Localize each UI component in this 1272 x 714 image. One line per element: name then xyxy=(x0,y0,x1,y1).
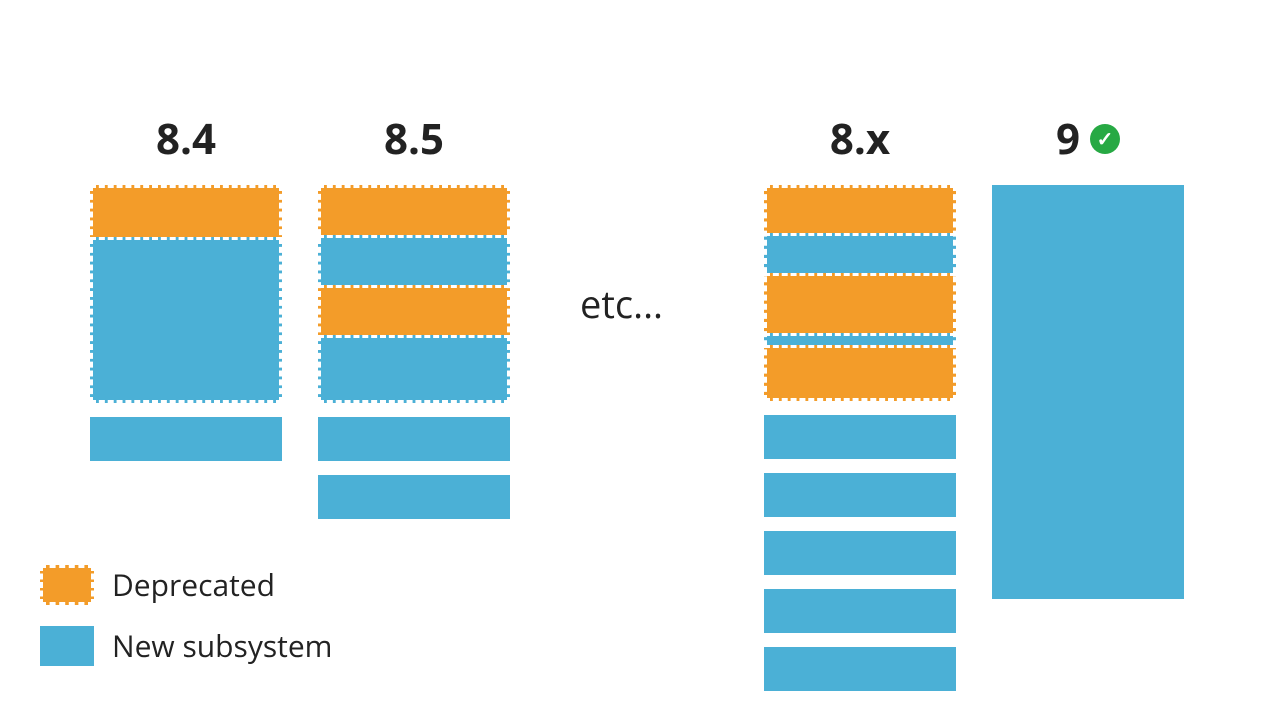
column-stack xyxy=(764,185,956,691)
deprecated-segment xyxy=(764,273,956,333)
legend-row: Deprecated xyxy=(40,564,332,605)
deprecated-segment xyxy=(764,185,956,233)
new-segment xyxy=(764,333,956,345)
dashed-group xyxy=(90,185,282,403)
solid-group xyxy=(90,417,282,461)
new-segment xyxy=(318,335,510,403)
new-segment xyxy=(318,475,510,519)
new-segment xyxy=(318,417,510,461)
new-segment xyxy=(90,237,282,403)
etc-label: etc... xyxy=(580,278,663,330)
legend-swatch-deprecated xyxy=(40,565,94,605)
solid-group xyxy=(764,415,956,459)
column-label: 8.4 xyxy=(156,110,216,167)
solid-group xyxy=(318,475,510,519)
solid-group xyxy=(764,589,956,633)
new-segment xyxy=(318,235,510,285)
dashed-group xyxy=(764,185,956,401)
column-stack xyxy=(90,185,282,461)
new-segment xyxy=(764,647,956,691)
column-v9: 9✓ xyxy=(992,110,1184,599)
column-v85: 8.5 xyxy=(318,110,510,519)
new-segment xyxy=(992,185,1184,599)
deprecated-segment xyxy=(90,185,282,237)
column-v84: 8.4 xyxy=(90,110,282,461)
legend-label: New subsystem xyxy=(112,625,332,666)
deprecated-segment xyxy=(764,345,956,401)
checkmark-icon: ✓ xyxy=(1090,124,1120,154)
column-label-text: 8.5 xyxy=(384,110,444,167)
new-segment xyxy=(764,473,956,517)
column-v8x: 8.x xyxy=(764,110,956,691)
new-segment xyxy=(764,233,956,273)
dashed-group xyxy=(318,185,510,403)
new-segment xyxy=(764,415,956,459)
legend: Deprecated New subsystem xyxy=(40,564,332,666)
column-label-text: 8.4 xyxy=(156,110,216,167)
solid-group xyxy=(764,473,956,517)
solid-group xyxy=(764,531,956,575)
new-segment xyxy=(764,589,956,633)
column-label-text: 8.x xyxy=(830,110,890,167)
column-label: 9✓ xyxy=(1056,110,1120,167)
legend-swatch-new xyxy=(40,626,94,666)
column-stack xyxy=(318,185,510,519)
column-label: 8.x xyxy=(830,110,890,167)
solid-group xyxy=(764,647,956,691)
column-label-text: 9 xyxy=(1056,110,1080,167)
deprecated-segment xyxy=(318,185,510,235)
new-segment xyxy=(90,417,282,461)
column-label: 8.5 xyxy=(384,110,444,167)
solid-group xyxy=(318,417,510,461)
legend-row: New subsystem xyxy=(40,625,332,666)
solid-group xyxy=(992,185,1184,599)
legend-label: Deprecated xyxy=(112,564,275,605)
deprecated-segment xyxy=(318,285,510,335)
new-segment xyxy=(764,531,956,575)
column-stack xyxy=(992,185,1184,599)
